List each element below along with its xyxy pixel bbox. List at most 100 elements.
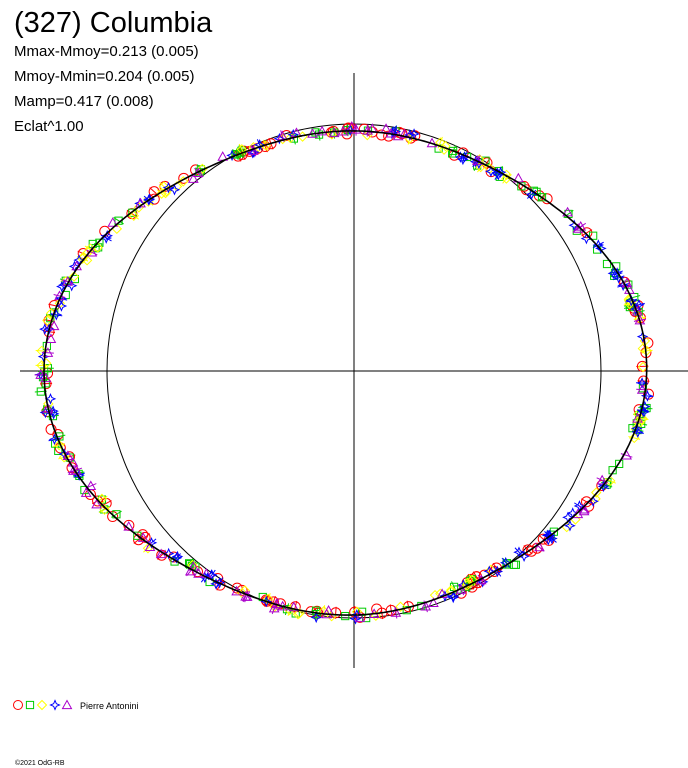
data-point-star4 [47, 405, 59, 417]
error-bar [41, 351, 54, 354]
data-point-star4 [541, 529, 554, 542]
data-point-diamond [156, 188, 167, 199]
data-point-diamond [462, 577, 473, 589]
error-bar [636, 388, 649, 391]
data-point-square [70, 274, 79, 284]
data-point-diamond [178, 176, 189, 187]
error-bar [250, 145, 257, 157]
error-bar [477, 574, 485, 586]
data-point-triangle [193, 568, 204, 578]
data-point-diamond [262, 593, 274, 605]
error-bar [42, 319, 55, 322]
error-bar [256, 139, 263, 151]
data-point-square [589, 231, 598, 240]
error-bar [538, 534, 549, 544]
data-point-triangle [390, 607, 402, 617]
data-point-star4 [39, 406, 52, 419]
data-point-star4 [310, 611, 322, 624]
data-point-circle [265, 138, 277, 150]
data-point-square [41, 379, 50, 388]
data-point-star4 [491, 565, 504, 578]
data-point-square [615, 459, 624, 469]
data-point-square [449, 146, 458, 156]
data-point-triangle [187, 173, 199, 183]
stat-mmoy-mmin: Mmoy-Mmin=0.204 (0.005) [14, 68, 194, 85]
data-point-triangle [316, 125, 328, 136]
error-bar [581, 498, 592, 506]
error-bar [544, 531, 554, 540]
data-point-circle [580, 496, 592, 508]
data-point-star4 [43, 323, 55, 335]
data-point-square [602, 259, 612, 269]
error-bar [389, 604, 393, 617]
error-bar [50, 313, 63, 317]
data-point-diamond [446, 584, 457, 596]
error-bar [194, 167, 203, 178]
error-bar [67, 468, 80, 474]
data-point-triangle [80, 487, 92, 497]
data-point-triangle [354, 612, 366, 622]
stat-mamp: Mamp=0.417 (0.008) [14, 93, 154, 110]
error-bar [597, 483, 610, 490]
data-point-star4 [476, 576, 489, 588]
data-point-triangle [398, 128, 410, 139]
data-point-star4 [162, 547, 175, 560]
error-bar [575, 222, 587, 231]
data-point-star4 [636, 330, 649, 343]
data-point-diamond [42, 315, 53, 326]
data-point-square [341, 611, 350, 621]
data-point-square [51, 439, 60, 448]
error-bar [394, 606, 398, 619]
error-bar [61, 279, 74, 284]
error-bar [501, 557, 510, 568]
data-point-circle [541, 193, 553, 205]
data-point-star4 [273, 132, 286, 145]
data-point-triangle [91, 498, 102, 509]
data-point-diamond [41, 358, 52, 369]
data-point-triangle [420, 600, 432, 611]
error-bar [111, 510, 122, 518]
model-curve [43, 130, 648, 616]
data-point-triangle [380, 123, 392, 133]
error-bar [578, 505, 590, 513]
error-bar [99, 506, 111, 514]
error-bar [641, 394, 654, 397]
data-point-star4 [499, 556, 512, 569]
error-bar [244, 591, 251, 603]
data-point-triangle [67, 456, 79, 467]
data-point-star4 [457, 153, 469, 166]
data-point-star4 [287, 128, 300, 141]
data-point-circle [45, 423, 57, 435]
data-point-diamond [133, 202, 145, 213]
error-bar [156, 549, 166, 559]
error-bar [523, 545, 533, 555]
data-point-diamond [197, 163, 208, 175]
data-point-star4 [226, 149, 238, 162]
data-point-star4 [44, 393, 57, 405]
error-bar [271, 596, 276, 608]
data-point-triangle [562, 206, 573, 217]
error-bar [592, 241, 604, 249]
data-point-square [133, 531, 142, 540]
data-point-triangle [42, 403, 54, 413]
stat-eclat: Eclat^1.00 [14, 118, 84, 135]
error-bar [53, 294, 66, 298]
data-point-circle [518, 180, 530, 192]
data-point-triangle [534, 541, 545, 552]
data-point-triangle [107, 217, 119, 227]
data-point-triangle [45, 333, 57, 343]
data-point-circle [383, 130, 395, 142]
data-point-star4 [525, 188, 538, 201]
data-point-star4 [404, 129, 416, 141]
copyright-text: ©2021 OdG-RB [15, 759, 65, 767]
data-point-star4 [253, 139, 266, 151]
data-point-diamond [53, 439, 65, 451]
data-point-star4 [485, 165, 497, 178]
data-point-diamond [466, 574, 478, 586]
data-point-diamond [395, 601, 406, 612]
data-point-square [80, 485, 89, 495]
data-point-star4 [55, 300, 68, 312]
error-bar [171, 553, 181, 563]
error-bar [534, 542, 545, 552]
data-point-star4 [636, 377, 648, 389]
